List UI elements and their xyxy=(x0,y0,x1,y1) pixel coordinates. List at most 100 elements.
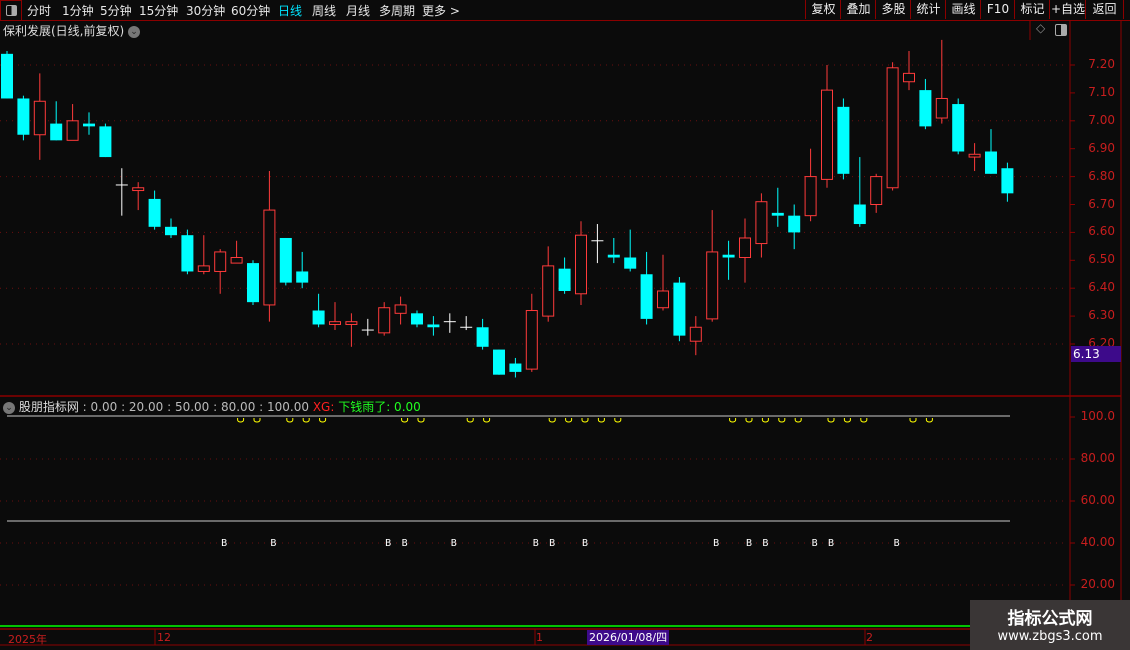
f10-button[interactable]: F10 xyxy=(980,0,1015,19)
indicator-tick-label: 100.0 xyxy=(1080,409,1115,423)
candle-body xyxy=(394,304,407,314)
indicator-name[interactable]: 股朋指标网 xyxy=(18,400,79,414)
buy-marker: B xyxy=(582,538,588,549)
period-tab-60min[interactable]: 60分钟 xyxy=(231,4,271,18)
buy-marker: B xyxy=(385,538,391,549)
candle-body xyxy=(935,97,948,119)
period-tab-multi[interactable]: 多周期 xyxy=(379,4,416,18)
candle-body xyxy=(903,72,915,83)
candle-body xyxy=(968,153,981,158)
buy-marker: B xyxy=(221,538,227,549)
candle-body xyxy=(230,257,243,264)
watermark-logo: 指标公式网 www.zbgs3.com xyxy=(970,600,1130,650)
buy-marker: B xyxy=(270,538,276,549)
overlay-button[interactable]: 叠加 xyxy=(840,0,876,19)
period-tab-daily[interactable]: 日线 xyxy=(278,4,303,18)
side-panel-strip[interactable] xyxy=(1122,20,1130,650)
candle-body xyxy=(640,274,653,319)
draw-line-button[interactable]: 画线 xyxy=(945,0,981,19)
signal-circle xyxy=(794,418,802,423)
indicator-header: ⌄ 股朋指标网 : 0.00 : 20.00 : 50.00 : 80.00 :… xyxy=(3,398,421,415)
diamond-icon[interactable]: ◇ xyxy=(1036,21,1046,35)
signal-circle xyxy=(761,418,769,423)
candle-body xyxy=(509,363,522,372)
candle-body xyxy=(427,324,440,328)
candle-body xyxy=(165,226,177,236)
price-tick-label: 6.60 xyxy=(1088,224,1115,239)
period-tab-30min[interactable]: 30分钟 xyxy=(186,4,226,18)
signal-circle xyxy=(483,418,491,423)
date-label-jan: 1 xyxy=(536,631,543,644)
signal-circle xyxy=(778,418,786,423)
price-tick-label: 7.20 xyxy=(1088,57,1115,71)
candle-body xyxy=(181,235,194,272)
candle-body xyxy=(378,307,391,334)
candle-body xyxy=(83,123,95,127)
candle-body xyxy=(1001,168,1014,194)
candle-body xyxy=(739,237,751,259)
signal-circle xyxy=(729,418,737,423)
indicator-tick-label: 20.00 xyxy=(1080,577,1115,591)
chevron-down-icon[interactable]: ⌄ xyxy=(3,401,15,414)
restore-rights-button[interactable]: 复权 xyxy=(805,0,841,19)
buy-marker: B xyxy=(828,538,834,549)
signal-circle xyxy=(597,418,605,423)
signal-circle xyxy=(827,418,835,423)
signal-value: 下钱雨了: 0.00 xyxy=(338,400,421,414)
period-tab-1min[interactable]: 1分钟 xyxy=(62,4,94,18)
period-tab-fenshi[interactable]: 分时 xyxy=(27,4,52,18)
price-tick-label: 6.90 xyxy=(1088,140,1115,155)
buy-marker: B xyxy=(402,538,408,549)
back-button[interactable]: 返回 xyxy=(1085,0,1124,19)
buy-marker: B xyxy=(451,538,457,549)
candle-body xyxy=(411,313,423,325)
signal-circle xyxy=(466,418,474,423)
chart-title-bar: 保利发展(日线,前复权) ⌄ xyxy=(3,22,141,39)
indicator-tick-label: 80.00 xyxy=(1080,451,1115,465)
candle-body xyxy=(673,282,686,336)
chevron-down-icon[interactable]: ⌄ xyxy=(128,25,141,38)
candle-body xyxy=(624,257,637,269)
candle-body xyxy=(919,90,932,127)
period-tab-monthly[interactable]: 月线 xyxy=(346,4,371,18)
candle-body xyxy=(66,120,79,141)
candle-body xyxy=(837,106,850,174)
signal-circle xyxy=(319,418,327,423)
sidebar-toggle-button[interactable] xyxy=(0,0,22,21)
indicator-tick-label: 60.00 xyxy=(1080,493,1115,507)
panel-toggle-icon[interactable] xyxy=(1055,24,1067,36)
date-label-dec: 12 xyxy=(157,631,171,644)
cursor-date-tag: 2026/01/08/四 xyxy=(587,630,670,645)
buy-marker: B xyxy=(746,538,752,549)
candle-body xyxy=(99,126,112,158)
add-watchlist-button[interactable]: +自选 xyxy=(1049,0,1086,19)
signal-circle xyxy=(286,418,294,423)
candle-body xyxy=(821,89,833,180)
price-tick-label: 6.40 xyxy=(1088,280,1115,295)
candle-body xyxy=(296,271,309,283)
statistics-button[interactable]: 统计 xyxy=(910,0,946,19)
signal-circle xyxy=(253,418,261,423)
candle-body xyxy=(607,254,620,258)
more-menu[interactable]: 更多 > xyxy=(422,4,460,18)
candle-body xyxy=(197,265,210,272)
candle-body xyxy=(575,234,587,295)
current-price-tag: 6.13 xyxy=(1071,346,1121,362)
candle-body xyxy=(493,349,505,375)
period-tab-weekly[interactable]: 周线 xyxy=(312,4,337,18)
candle-body xyxy=(345,321,358,325)
watermark-title: 指标公式网 xyxy=(1007,609,1093,629)
watermark-url: www.zbgs3.com xyxy=(997,629,1103,644)
multi-stock-button[interactable]: 多股 xyxy=(875,0,911,19)
candle-body xyxy=(329,321,341,325)
mark-button[interactable]: 标记 xyxy=(1014,0,1050,19)
candle-body xyxy=(17,98,30,135)
period-tab-5min[interactable]: 5分钟 xyxy=(100,4,132,18)
candle-body xyxy=(132,187,145,192)
toolbar: 分时 1分钟 5分钟 15分钟 30分钟 60分钟 日线 周线 月线 多周期 更… xyxy=(0,0,1130,21)
period-tab-15min[interactable]: 15分钟 xyxy=(139,4,179,18)
stock-title: 保利发展(日线,前复权) xyxy=(3,24,125,38)
candle-body xyxy=(985,151,997,174)
buy-marker: B xyxy=(894,538,900,549)
